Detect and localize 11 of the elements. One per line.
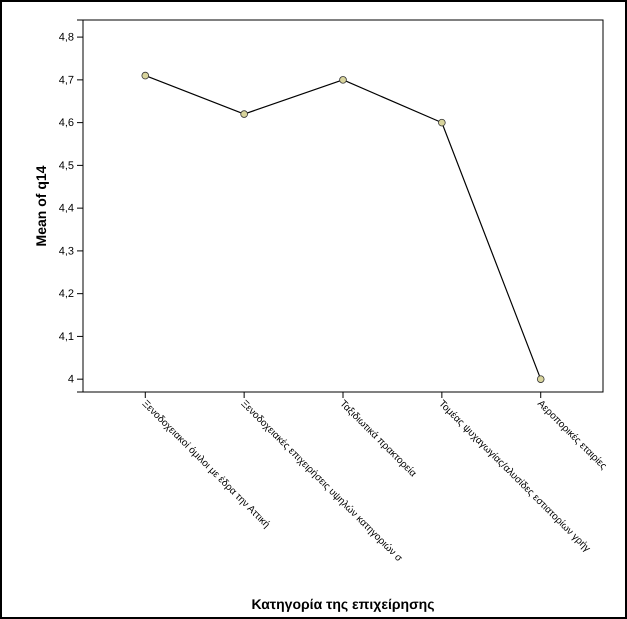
y-tick-label: 4 bbox=[68, 374, 74, 386]
y-tick-label: 4,8 bbox=[58, 32, 74, 44]
y-tick-label: 4,1 bbox=[58, 330, 74, 343]
y-tick-label: 4,5 bbox=[58, 160, 74, 172]
y-tick-label: 4,6 bbox=[58, 117, 74, 130]
y-tick-label: 4,3 bbox=[58, 245, 74, 258]
y-tick-label: 4,2 bbox=[58, 288, 74, 300]
y-axis-title: Mean of q14 bbox=[33, 165, 49, 246]
x-axis-title: Κατηγορία της επιχείρησης bbox=[251, 596, 435, 612]
y-tick-label: 4,4 bbox=[58, 202, 74, 215]
y-tick-label: 4,7 bbox=[58, 74, 74, 86]
